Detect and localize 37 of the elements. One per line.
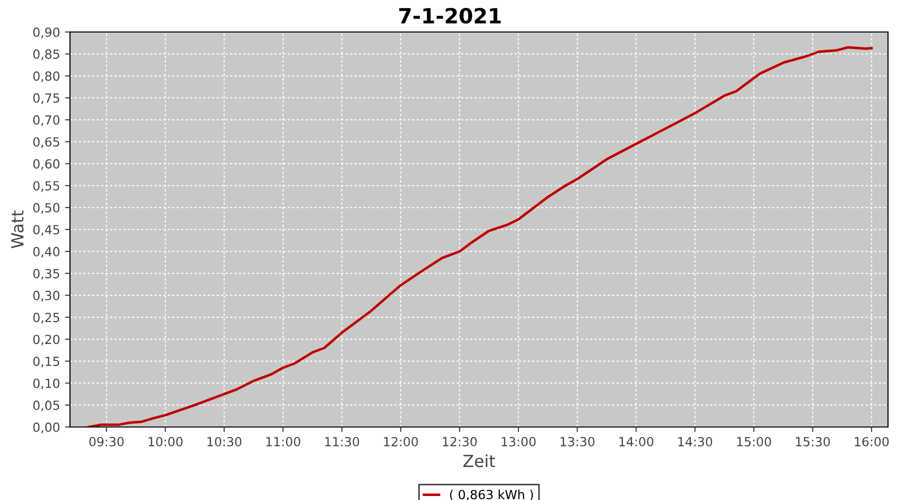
x-tick-label: 12:00 (384, 436, 418, 446)
x-tick-label: 15:30 (796, 436, 830, 446)
x-tick-label: 13:00 (502, 436, 536, 446)
y-tick-label: 0,80 (33, 71, 60, 82)
y-tick-label: 0,50 (33, 203, 60, 214)
y-tick-label: 0,75 (33, 93, 60, 104)
x-tick-label: 10:00 (148, 436, 183, 446)
y-tick-label: 0,15 (33, 356, 60, 368)
y-tick-label: 0,65 (33, 137, 60, 148)
x-axis-title: Zeit (463, 454, 496, 468)
x-tick-label: 14:30 (678, 436, 712, 446)
y-tick-label: 0,35 (33, 268, 60, 280)
x-tick-label: 15:00 (737, 436, 772, 446)
x-tick-label: 16:00 (854, 436, 889, 446)
y-tick-label: 0,85 (33, 49, 60, 60)
x-tick-label: 14:00 (619, 436, 654, 446)
y-tick-label: 0,60 (33, 159, 60, 170)
x-tick-label: 12:30 (442, 436, 477, 446)
chart-title: 7-1-2021 (399, 8, 501, 24)
y-tick-label: 0,05 (33, 400, 60, 412)
y-tick-label: 0,20 (33, 334, 60, 346)
y-tick-label: 0,30 (33, 290, 60, 302)
y-axis-title: Watt (11, 210, 24, 248)
y-tick-label: 0,25 (33, 312, 60, 324)
x-tick-label: 13:30 (560, 436, 594, 446)
y-tick-label: 0,55 (33, 181, 60, 192)
x-tick-label: 09:30 (89, 436, 124, 446)
y-tick-label: 0,70 (33, 115, 60, 126)
y-tick-label: 0,10 (33, 378, 60, 390)
y-tick-label: 0,45 (33, 224, 60, 236)
x-tick-label: 11:00 (266, 436, 300, 446)
y-tick-label: 0,00 (33, 422, 60, 434)
x-tick-label: 11:30 (325, 436, 360, 446)
line-series (88, 46, 873, 427)
y-tick-label: 0,40 (33, 246, 60, 258)
y-tick-label: 0,90 (33, 27, 60, 38)
x-tick-label: 10:30 (208, 436, 242, 446)
